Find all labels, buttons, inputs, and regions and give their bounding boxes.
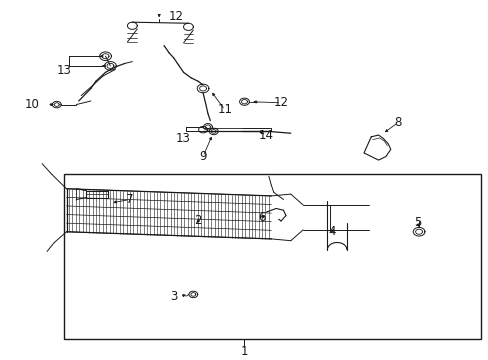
Text: 12: 12 [168,10,183,23]
Text: 3: 3 [170,290,177,303]
Text: 6: 6 [257,211,265,224]
Text: 4: 4 [328,225,335,238]
Text: 13: 13 [176,132,191,145]
Text: 1: 1 [240,345,248,357]
Text: 9: 9 [199,150,206,163]
Text: 13: 13 [57,64,71,77]
Text: 14: 14 [259,129,273,141]
Text: 2: 2 [194,215,202,228]
Text: 10: 10 [25,98,40,111]
Text: 7: 7 [126,193,133,206]
Text: 11: 11 [217,103,232,116]
Text: 5: 5 [413,216,421,229]
Text: 12: 12 [273,96,288,109]
Text: 8: 8 [394,116,401,129]
